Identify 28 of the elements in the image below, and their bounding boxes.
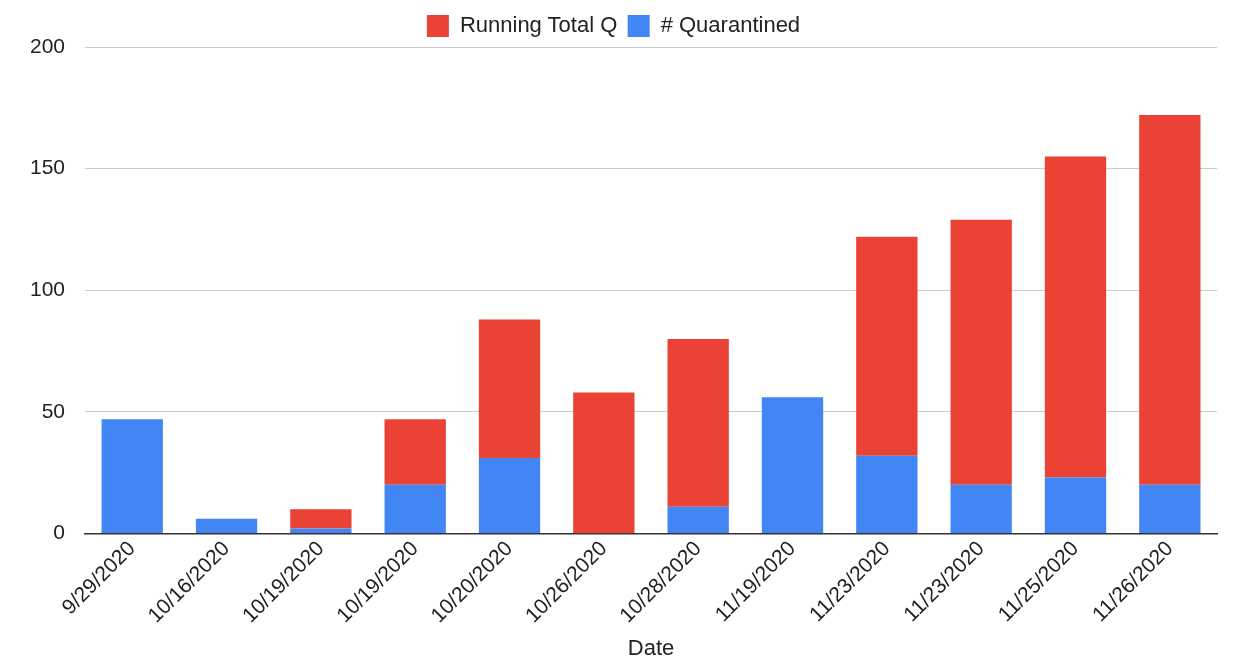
bar [667, 506, 729, 533]
x-axis-title: Date [627, 634, 675, 660]
bar [1044, 156, 1107, 478]
y-tick-label: 200 [29, 33, 66, 57]
bar [1139, 115, 1201, 485]
y-tick-label: 50 [41, 398, 66, 422]
bar [950, 219, 1012, 485]
bar [950, 484, 1012, 533]
bar [290, 509, 352, 529]
y-tick-label: 0 [53, 520, 66, 544]
bar [478, 319, 541, 459]
bar [101, 419, 163, 533]
bar [856, 455, 918, 533]
bar [195, 518, 258, 533]
bar [478, 458, 541, 533]
bar [1044, 477, 1107, 533]
legend-label: Running Total Q [459, 12, 618, 38]
bar [761, 397, 824, 533]
bar [1139, 484, 1201, 533]
y-tick-label: 100 [29, 277, 66, 301]
bar [384, 419, 446, 485]
bar [573, 392, 635, 533]
y-tick-label: 150 [29, 155, 66, 179]
legend-label: # Quarantined [660, 12, 801, 38]
bar [384, 484, 446, 533]
bar [856, 236, 918, 456]
bar [667, 338, 729, 507]
bar [290, 528, 352, 533]
